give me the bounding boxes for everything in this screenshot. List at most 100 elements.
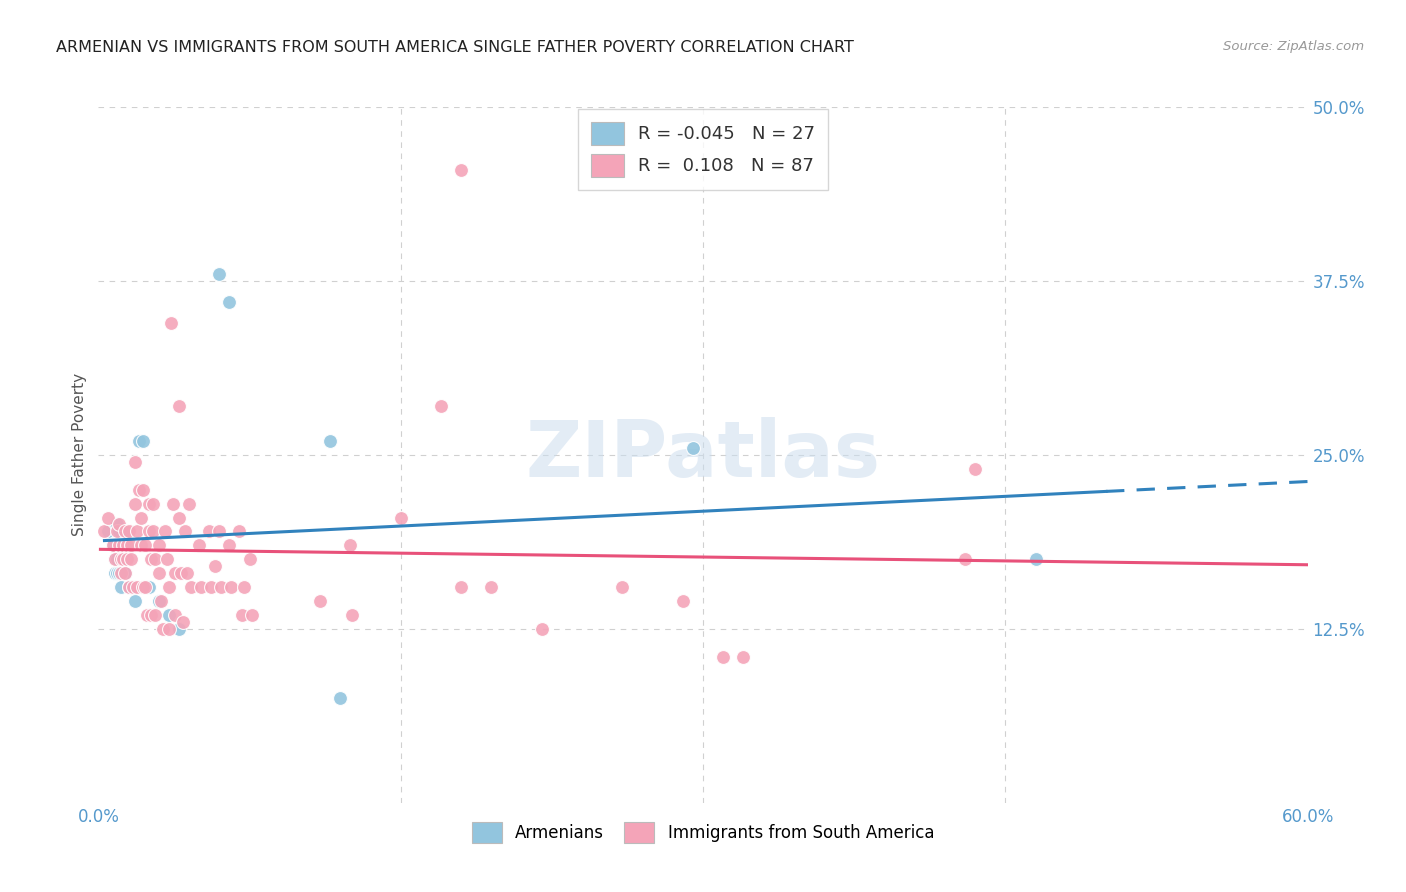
- Point: [200, 580, 222, 594]
- Point: [103, 552, 125, 566]
- Text: Source: ZipAtlas.com: Source: ZipAtlas.com: [1223, 40, 1364, 54]
- Point: [138, 580, 160, 594]
- Point: [167, 399, 190, 413]
- Point: [124, 497, 146, 511]
- Point: [389, 510, 412, 524]
- Point: [612, 580, 634, 594]
- Point: [143, 552, 166, 566]
- Point: [170, 566, 193, 581]
- Point: [107, 566, 129, 581]
- Point: [672, 594, 695, 608]
- Point: [209, 580, 232, 594]
- Point: [232, 580, 254, 594]
- Point: [132, 483, 155, 497]
- Point: [115, 538, 138, 552]
- Point: [97, 524, 120, 539]
- Point: [450, 162, 472, 177]
- Point: [180, 580, 202, 594]
- Point: [143, 607, 166, 622]
- Point: [179, 497, 201, 511]
- Point: [342, 607, 364, 622]
- Point: [157, 622, 180, 636]
- Point: [228, 524, 250, 539]
- Point: [148, 538, 170, 552]
- Point: [132, 580, 155, 594]
- Point: [149, 594, 172, 608]
- Point: [129, 538, 152, 552]
- Point: [105, 566, 128, 581]
- Point: [118, 524, 141, 539]
- Point: [138, 524, 160, 539]
- Point: [711, 649, 734, 664]
- Point: [93, 524, 115, 539]
- Point: [111, 552, 134, 566]
- Point: [111, 538, 134, 552]
- Point: [105, 524, 128, 539]
- Point: [153, 524, 176, 539]
- Point: [135, 607, 157, 622]
- Point: [114, 566, 136, 581]
- Point: [134, 538, 156, 552]
- Point: [174, 524, 197, 539]
- Point: [481, 580, 503, 594]
- Point: [110, 580, 132, 594]
- Point: [132, 434, 155, 448]
- Point: [110, 552, 132, 566]
- Point: [188, 538, 211, 552]
- Point: [157, 580, 180, 594]
- Point: [138, 497, 160, 511]
- Point: [221, 580, 243, 594]
- Point: [156, 552, 179, 566]
- Point: [107, 538, 129, 552]
- Point: [148, 594, 170, 608]
- Point: [118, 580, 141, 594]
- Point: [953, 552, 976, 566]
- Point: [339, 538, 361, 552]
- Point: [733, 649, 755, 664]
- Point: [139, 607, 162, 622]
- Point: [218, 294, 240, 309]
- Point: [198, 524, 221, 539]
- Point: [111, 552, 134, 566]
- Point: [1025, 552, 1047, 566]
- Point: [157, 607, 180, 622]
- Point: [176, 566, 198, 581]
- Point: [114, 524, 136, 539]
- Point: [124, 594, 146, 608]
- Point: [120, 538, 142, 552]
- Point: [204, 559, 226, 574]
- Point: [139, 552, 162, 566]
- Point: [107, 517, 129, 532]
- Point: [107, 538, 129, 552]
- Point: [103, 552, 125, 566]
- Point: [965, 462, 987, 476]
- Point: [105, 517, 128, 532]
- Point: [128, 434, 150, 448]
- Point: [167, 622, 190, 636]
- Point: [218, 538, 240, 552]
- Point: [115, 552, 138, 566]
- Point: [129, 510, 152, 524]
- Point: [125, 580, 148, 594]
- Legend: Armenians, Immigrants from South America: Armenians, Immigrants from South America: [465, 815, 941, 850]
- Point: [152, 622, 174, 636]
- Point: [190, 580, 212, 594]
- Point: [163, 607, 186, 622]
- Point: [103, 566, 125, 581]
- Point: [240, 607, 263, 622]
- Point: [208, 267, 231, 281]
- Point: [121, 580, 143, 594]
- Point: [430, 399, 453, 413]
- Point: [682, 441, 704, 455]
- Point: [208, 524, 231, 539]
- Point: [450, 580, 472, 594]
- Point: [239, 552, 262, 566]
- Point: [142, 497, 165, 511]
- Point: [167, 510, 190, 524]
- Point: [231, 607, 253, 622]
- Point: [105, 552, 128, 566]
- Text: ARMENIAN VS IMMIGRANTS FROM SOUTH AMERICA SINGLE FATHER POVERTY CORRELATION CHAR: ARMENIAN VS IMMIGRANTS FROM SOUTH AMERIC…: [56, 40, 853, 55]
- Point: [118, 580, 141, 594]
- Point: [110, 566, 132, 581]
- Point: [120, 552, 142, 566]
